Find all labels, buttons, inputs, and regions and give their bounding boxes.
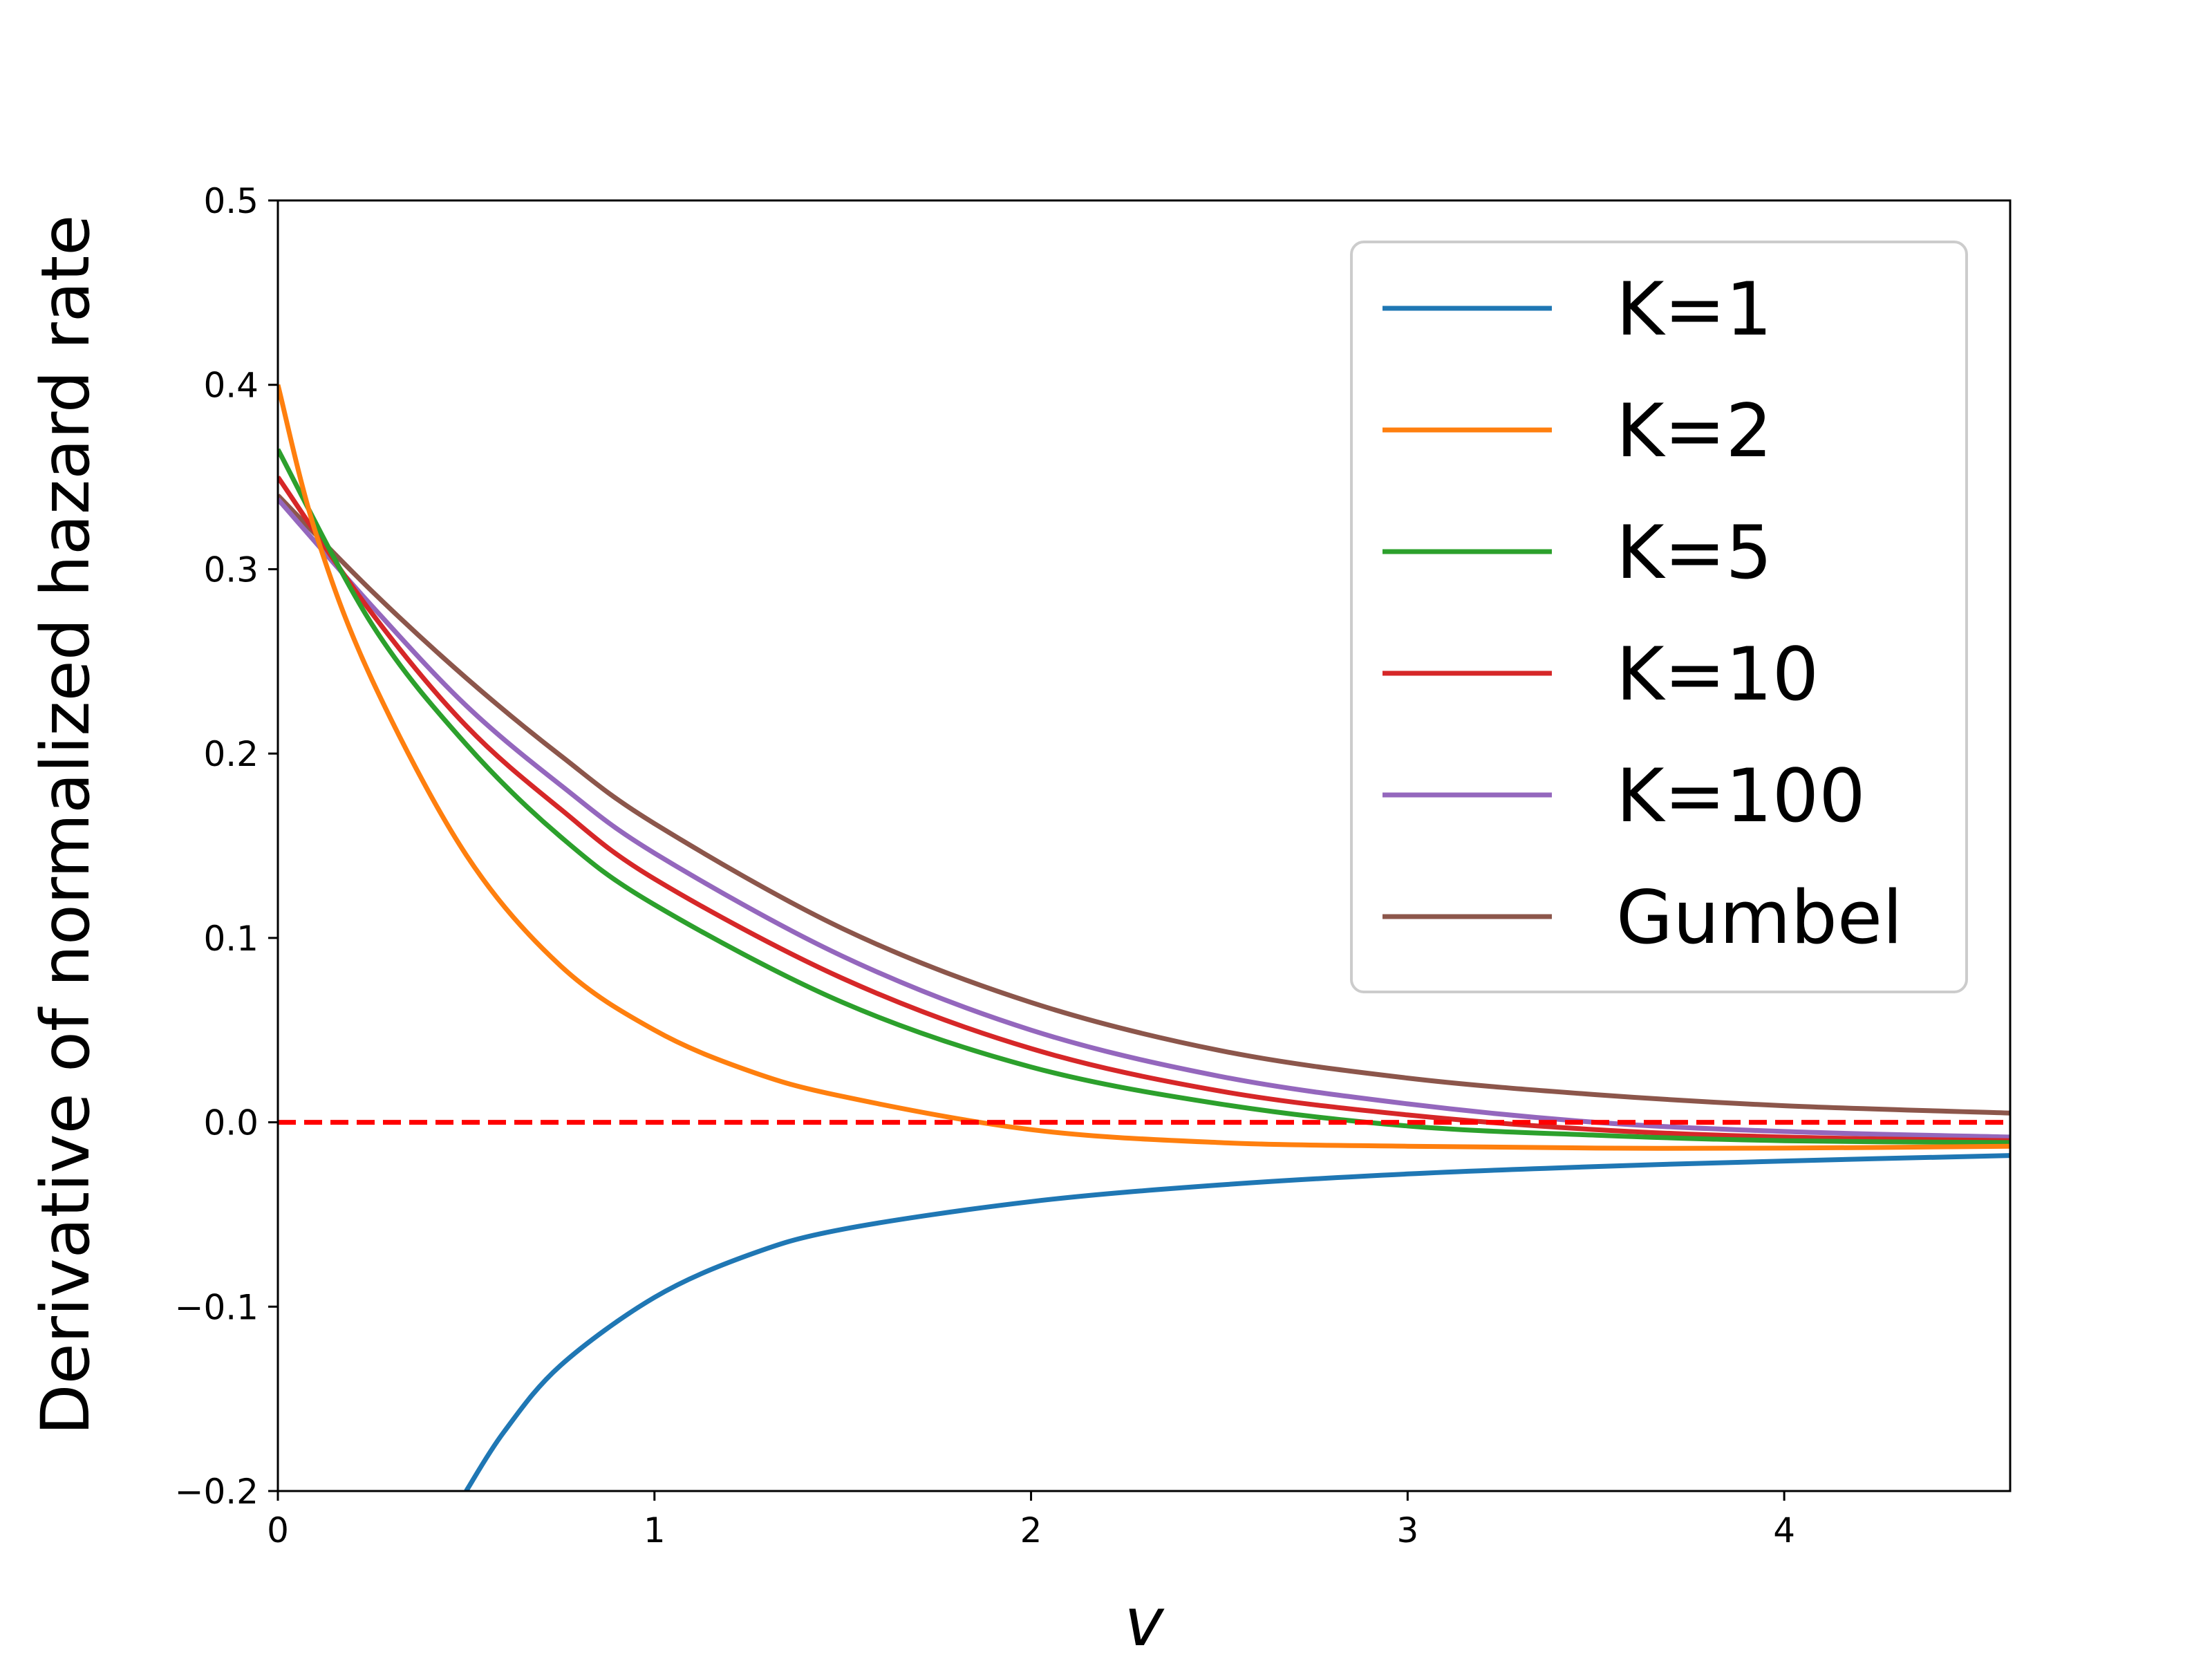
y-tick-label: 0.3 bbox=[203, 550, 259, 590]
x-axis-ticks: 0 1 2 3 4 bbox=[267, 1491, 1795, 1550]
y-tick-label: 0.5 bbox=[203, 181, 259, 221]
y-tick-label: −0.2 bbox=[175, 1472, 259, 1512]
legend-label: K=100 bbox=[1616, 753, 1866, 838]
legend: K=1 K=2 K=5 K=10 K=100 Gumbel bbox=[1350, 241, 1968, 993]
x-tick-label: 2 bbox=[1020, 1510, 1042, 1550]
y-tick-label: 0.4 bbox=[203, 366, 259, 406]
y-tick-label: 0.0 bbox=[203, 1103, 259, 1143]
x-tick-label: 3 bbox=[1396, 1510, 1418, 1550]
plot-frame bbox=[276, 199, 2012, 1492]
y-axis-ticks: −0.2 −0.1 0.0 0.1 0.2 0.3 0.4 0.5 bbox=[175, 181, 278, 1512]
x-tick-label: 1 bbox=[644, 1510, 666, 1550]
y-axis-label: Derivative of normalized hazard rate bbox=[27, 215, 104, 1436]
x-tick-label: 0 bbox=[267, 1510, 289, 1550]
x-axis-label: v bbox=[1125, 1584, 1165, 1659]
series-line-k-2 bbox=[278, 384, 2010, 1151]
series-line-gumbel bbox=[278, 494, 2010, 1116]
series-line-k-5 bbox=[278, 448, 2010, 1145]
x-tick-label: 4 bbox=[1773, 1510, 1795, 1550]
legend-label: K=1 bbox=[1616, 267, 1772, 352]
legend-item: K=10 bbox=[1382, 632, 1819, 717]
legend-label: K=10 bbox=[1616, 632, 1819, 717]
legend-item: Gumbel bbox=[1382, 875, 1903, 960]
y-tick-label: −0.1 bbox=[175, 1287, 259, 1327]
series-line-k-1 bbox=[464, 1153, 2010, 1491]
legend-item: K=100 bbox=[1382, 753, 1866, 838]
legend-label: K=5 bbox=[1616, 510, 1772, 595]
y-tick-label: 0.1 bbox=[203, 919, 259, 959]
legend-label: Gumbel bbox=[1616, 875, 1903, 960]
legend-item: K=2 bbox=[1382, 388, 1772, 474]
series-layer bbox=[278, 384, 2010, 1491]
legend-item: K=1 bbox=[1382, 267, 1772, 352]
legend-label: K=2 bbox=[1616, 388, 1772, 474]
series-line-k-100 bbox=[278, 497, 2010, 1140]
y-tick-label: 0.2 bbox=[203, 734, 259, 774]
series-line-k-10 bbox=[278, 476, 2010, 1143]
legend-item: K=5 bbox=[1382, 510, 1772, 595]
